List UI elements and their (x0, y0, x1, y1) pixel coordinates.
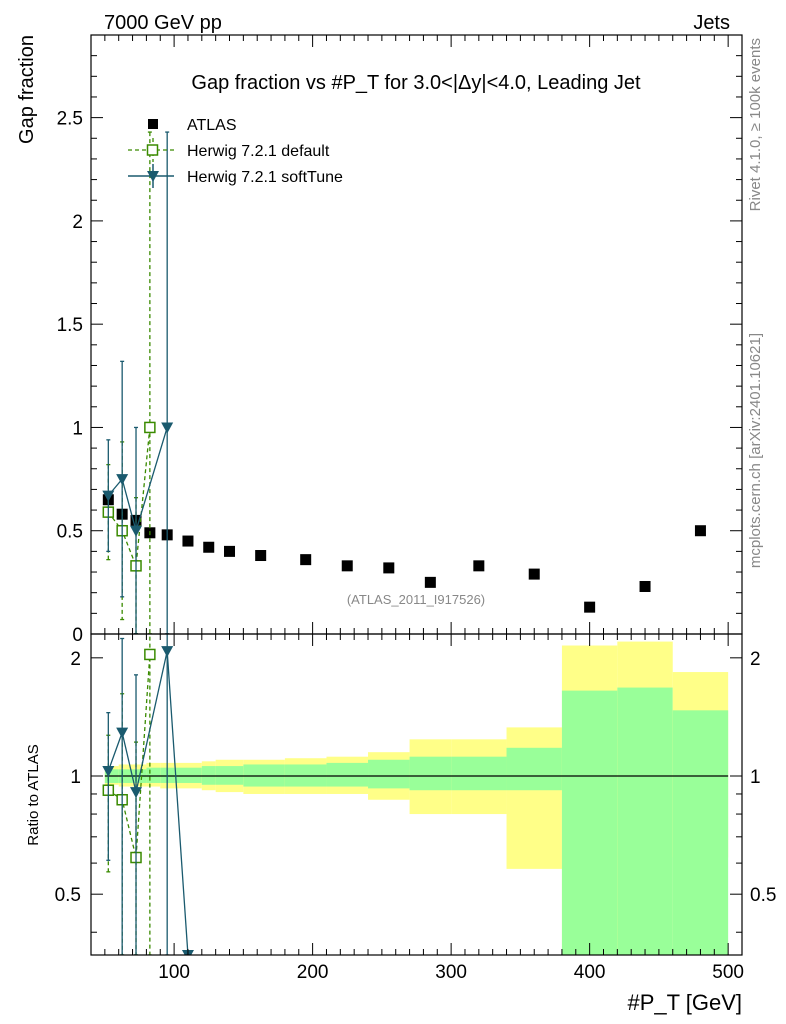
top-point-atlas-7 (224, 545, 236, 557)
band-inner-13 (451, 756, 507, 791)
y-tick-label-bot-right-0: 0.5 (750, 885, 776, 906)
bot-point-softtune-2 (130, 787, 143, 799)
band-inner-15 (561, 690, 618, 955)
band-inner-17 (672, 710, 729, 955)
bot-point-softtune-3 (161, 646, 174, 658)
bot-line-default (107, 654, 151, 858)
legend-softtune-label: Herwig 7.2.1 softTune (187, 169, 343, 186)
top-herwig-7-2-1-softtune-group (102, 131, 174, 634)
top-point-atlas-13 (473, 560, 485, 572)
top-line-default (107, 427, 151, 567)
x-tick-label-500: 500 (712, 962, 744, 983)
header-left: 7000 GeV pp (104, 12, 222, 34)
y-tick-label-top-0: 0 (72, 625, 83, 646)
top-point-atlas-9 (300, 554, 312, 566)
top-line-softtune (107, 427, 168, 534)
y-tick-label-top-2: 1 (72, 418, 83, 439)
header-right: Jets (693, 12, 730, 34)
y-tick-label-top-3: 1.5 (57, 315, 83, 336)
bot-herwig-7-2-1-softtune-group (102, 634, 194, 955)
band-inner-11 (368, 759, 410, 789)
legend-atlas-label: ATLAS (187, 117, 237, 134)
top-point-atlas-15 (584, 601, 596, 613)
y-axis-title-top: Gap fraction (16, 35, 38, 144)
top-point-atlas-5 (182, 535, 194, 547)
ratio-uncertainty-bands (104, 641, 729, 955)
top-point-atlas-6 (203, 541, 215, 553)
y-tick-label-bot-left-0: 0.5 (55, 885, 81, 906)
y-tick-label-top-4: 2 (72, 212, 83, 233)
legend: ATLAS Herwig 7.2.1 default Herwig 7.2.1 … (128, 117, 343, 188)
x-tick-label-300: 300 (435, 962, 467, 983)
bot-point-default-3 (144, 648, 156, 661)
y-tick-label-bot-right-2: 2 (750, 649, 761, 670)
legend-atlas-marker (148, 119, 158, 129)
bot-point-softtune-1 (116, 727, 129, 739)
top-point-atlas-8 (255, 550, 267, 562)
top-point-softtune-2 (130, 525, 143, 537)
y-tick-label-top-5: 2.5 (57, 109, 83, 130)
side-rivet-label: Rivet 4.1.0, ≥ 100k events (747, 38, 764, 211)
top-point-atlas-11 (383, 562, 395, 574)
legend-default-label: Herwig 7.2.1 default (187, 143, 330, 160)
bottom-panel-frame (90, 633, 743, 956)
band-inner-16 (617, 687, 673, 955)
y-tick-label-bot-right-1: 1 (750, 767, 761, 788)
chart-marks (102, 131, 706, 955)
legend-softtune-marker (147, 171, 159, 182)
x-tick-label-100: 100 (158, 962, 190, 983)
band-inner-10 (326, 762, 369, 787)
top-point-atlas-14 (528, 568, 540, 580)
top-point-atlas-12 (424, 576, 436, 588)
top-point-atlas-10 (341, 560, 353, 572)
bot-point-softtune-0 (102, 765, 115, 777)
legend-atlas: ATLAS (148, 117, 237, 134)
y-axis-title-bottom: Ratio to ATLAS (25, 744, 42, 845)
y-tick-label-top-1: 0.5 (57, 522, 83, 543)
plot-frames: 100 200 300 400 500 0 0.5 1 1.5 2 2.5 0.5 0.5 1 1 2 2 (55, 34, 776, 983)
band-inner-5 (174, 767, 202, 783)
top-point-atlas-16 (639, 580, 651, 592)
legend-default-marker (146, 144, 159, 156)
y-tick-label-bot-left-2: 2 (70, 649, 81, 670)
side-mcplots-label: mcplots.cern.ch [arXiv:2401.10621] (747, 333, 764, 568)
x-tick-label-400: 400 (574, 962, 606, 983)
x-tick-label-200: 200 (297, 962, 329, 983)
x-axis-title: #P_T [GeV] (627, 990, 742, 1015)
top-point-softtune-3 (161, 422, 174, 434)
band-inner-14 (506, 747, 562, 791)
top-point-atlas-17 (694, 525, 706, 537)
y-tick-label-bot-left-1: 1 (70, 767, 81, 788)
band-inner-12 (409, 756, 452, 791)
legend-default: Herwig 7.2.1 default (128, 138, 330, 162)
top-point-softtune-0 (102, 490, 115, 502)
top-point-softtune-1 (116, 474, 129, 486)
top-herwig-7-2-1-default-group (102, 131, 156, 634)
legend-softtune: Herwig 7.2.1 softTune (128, 164, 343, 188)
band-inner-3 (146, 767, 161, 783)
analysis-watermark: (ATLAS_2011_I917526) (347, 592, 485, 607)
bot-herwig-7-2-1-default-group (102, 634, 156, 955)
main-title: Gap fraction vs #P_T for 3.0<|Δy|<4.0, L… (191, 72, 641, 94)
top-point-default-3 (144, 421, 156, 434)
